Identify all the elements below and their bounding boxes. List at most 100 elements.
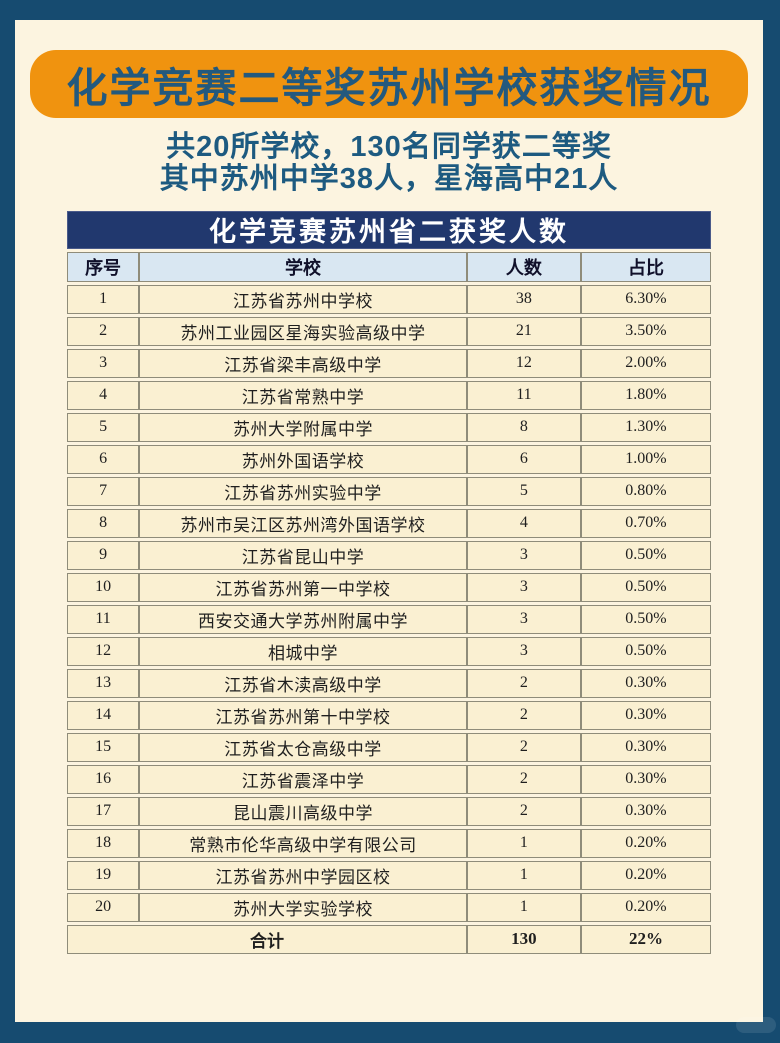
award-count: 3 [466, 636, 581, 666]
award-percent: 0.50% [580, 540, 711, 570]
school-name: 苏州大学附属中学 [139, 412, 467, 442]
table-row: 12 相城中学 3 0.50% [67, 636, 711, 666]
school-name: 苏州大学实验学校 [139, 892, 467, 922]
award-percent: 0.30% [580, 668, 711, 698]
row-index: 19 [67, 860, 140, 890]
table-row: 1 江苏省苏州中学校 38 6.30% [67, 284, 711, 314]
award-count: 3 [466, 572, 581, 602]
award-count: 1 [466, 860, 581, 890]
school-name: 江苏省昆山中学 [139, 540, 467, 570]
award-percent: 0.30% [580, 764, 711, 794]
school-name: 苏州市吴江区苏州湾外国语学校 [139, 508, 467, 538]
row-index: 14 [67, 700, 140, 730]
award-percent: 0.30% [580, 732, 711, 762]
table-row: 16 江苏省震泽中学 2 0.30% [67, 764, 711, 794]
award-percent: 0.70% [580, 508, 711, 538]
award-percent: 0.20% [580, 892, 711, 922]
awards-table: 化学竞赛苏州省二获奖人数 序号 学校 人数 占比 1 江苏省苏州中学校 38 6.30… [67, 210, 711, 957]
table-row: 5 苏州大学附属中学 8 1.30% [67, 412, 711, 442]
row-index: 15 [67, 732, 140, 762]
row-index: 5 [67, 412, 140, 442]
award-percent: 1.30% [580, 412, 711, 442]
row-index: 18 [67, 828, 140, 858]
column-header-school: 学校 [139, 251, 467, 282]
table-row: 4 江苏省常熟中学 11 1.80% [67, 380, 711, 410]
school-name: 江苏省常熟中学 [139, 380, 467, 410]
school-name: 常熟市伦华高级中学有限公司 [139, 828, 467, 858]
table-row: 15 江苏省太仓高级中学 2 0.30% [67, 732, 711, 762]
school-name: 江苏省木渎高级中学 [139, 668, 467, 698]
table-row: 19 江苏省苏州中学园区校 1 0.20% [67, 860, 711, 890]
table-row: 18 常熟市伦华高级中学有限公司 1 0.20% [67, 828, 711, 858]
table-header-row: 序号 学校 人数 占比 [67, 251, 711, 282]
row-index: 20 [67, 892, 140, 922]
award-count: 8 [466, 412, 581, 442]
award-percent: 0.30% [580, 700, 711, 730]
awards-data-table: 序号 学校 人数 占比 1 江苏省苏州中学校 38 6.30% 2 苏州工业园区星海实验高… [67, 249, 711, 957]
total-percent: 22% [580, 924, 711, 954]
column-header-count: 人数 [466, 251, 581, 282]
table-row: 9 江苏省昆山中学 3 0.50% [67, 540, 711, 570]
school-name: 江苏省苏州实验中学 [139, 476, 467, 506]
award-percent: 1.80% [580, 380, 711, 410]
row-index: 6 [67, 444, 140, 474]
row-index: 3 [67, 348, 140, 378]
award-count: 4 [466, 508, 581, 538]
award-count: 2 [466, 700, 581, 730]
row-index: 1 [67, 284, 140, 314]
award-count: 2 [466, 668, 581, 698]
school-name: 江苏省震泽中学 [139, 764, 467, 794]
row-index: 2 [67, 316, 140, 346]
award-count: 1 [466, 892, 581, 922]
school-name: 江苏省太仓高级中学 [139, 732, 467, 762]
school-name: 西安交通大学苏州附属中学 [139, 604, 467, 634]
table-row: 8 苏州市吴江区苏州湾外国语学校 4 0.70% [67, 508, 711, 538]
award-percent: 2.00% [580, 348, 711, 378]
row-index: 17 [67, 796, 140, 826]
row-index: 10 [67, 572, 140, 602]
table-row: 3 江苏省梁丰高级中学 12 2.00% [67, 348, 711, 378]
table-row: 10 江苏省苏州第一中学校 3 0.50% [67, 572, 711, 602]
award-count: 2 [466, 732, 581, 762]
award-count: 2 [466, 764, 581, 794]
school-name: 江苏省苏州第十中学校 [139, 700, 467, 730]
row-index: 11 [67, 604, 140, 634]
row-index: 13 [67, 668, 140, 698]
row-index: 4 [67, 380, 140, 410]
school-name: 江苏省苏州中学校 [139, 284, 467, 314]
award-count: 5 [466, 476, 581, 506]
row-index: 9 [67, 540, 140, 570]
award-percent: 0.50% [580, 572, 711, 602]
row-index: 7 [67, 476, 140, 506]
column-header-ratio: 占比 [580, 251, 711, 282]
table-row: 11 西安交通大学苏州附属中学 3 0.50% [67, 604, 711, 634]
subtitle-line-2: 其中苏州中学38人，星海高中21人 [159, 163, 619, 196]
page-title: 化学竞赛二等奖苏州学校获奖情况 [66, 65, 712, 111]
school-name: 苏州外国语学校 [139, 444, 467, 474]
subtitle-line-1: 共20所学校，130名同学获二等奖 [166, 131, 612, 163]
table-row: 13 江苏省木渎高级中学 2 0.30% [67, 668, 711, 698]
award-count: 21 [466, 316, 581, 346]
table-row: 2 苏州工业园区星海实验高级中学 21 3.50% [67, 316, 711, 346]
table-title: 化学竞赛苏州省二获奖人数 [67, 210, 711, 249]
school-name: 昆山震川高级中学 [139, 796, 467, 826]
award-percent: 0.30% [580, 796, 711, 826]
table-row: 17 昆山震川高级中学 2 0.30% [67, 796, 711, 826]
table-body: 1 江苏省苏州中学校 38 6.30% 2 苏州工业园区星海实验高级中学 21 3.50% 3 江… [67, 284, 711, 922]
table-row: 6 苏州外国语学校 6 1.00% [67, 444, 711, 474]
award-count: 2 [466, 796, 581, 826]
watermark-badge [736, 1017, 776, 1033]
award-count: 3 [466, 540, 581, 570]
table-row: 14 江苏省苏州第十中学校 2 0.30% [67, 700, 711, 730]
row-index: 8 [67, 508, 140, 538]
total-count: 130 [466, 924, 581, 954]
subtitle-block: 共20所学校，130名同学获二等奖 其中苏州中学38人，星海高中21人 [15, 131, 763, 196]
award-percent: 0.20% [580, 828, 711, 858]
table-total-row: 合计 130 22% [67, 924, 711, 954]
poster-card: 化学竞赛二等奖苏州学校获奖情况 共20所学校，130名同学获二等奖 其中苏州中学… [15, 20, 763, 1022]
award-count: 6 [466, 444, 581, 474]
award-percent: 0.50% [580, 604, 711, 634]
table-row: 20 苏州大学实验学校 1 0.20% [67, 892, 711, 922]
award-count: 1 [466, 828, 581, 858]
